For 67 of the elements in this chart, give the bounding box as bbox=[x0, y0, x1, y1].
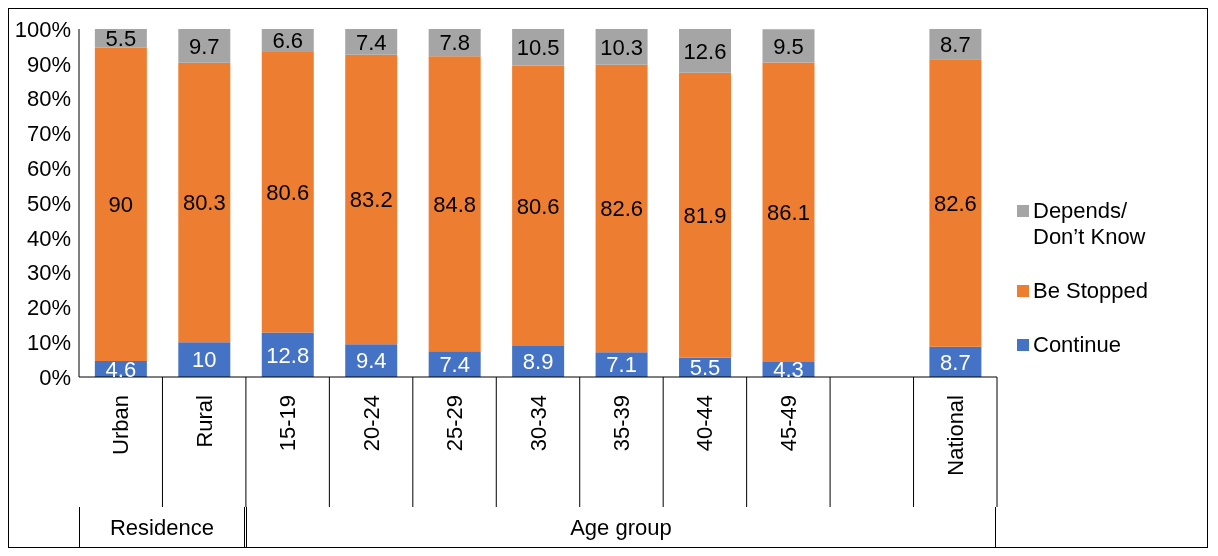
x-tick-label: Urban bbox=[108, 395, 134, 455]
data-label: 84.8 bbox=[433, 191, 477, 217]
y-tick-label: 90% bbox=[26, 51, 71, 77]
bar bbox=[178, 29, 231, 63]
data-label: 8.9 bbox=[522, 349, 554, 375]
y-tick-label: 30% bbox=[26, 260, 71, 286]
data-label: 9.5 bbox=[773, 33, 804, 59]
data-label: 4.6 bbox=[105, 356, 137, 382]
data-label: 4.3 bbox=[773, 357, 804, 383]
y-tick-label: 50% bbox=[26, 190, 71, 216]
bar bbox=[762, 62, 815, 363]
x-tick-label: National bbox=[942, 395, 968, 476]
legend-label: Be Stopped bbox=[1033, 278, 1149, 304]
text: Residence bbox=[79, 507, 245, 547]
x-tick-label: 15-19 bbox=[275, 395, 301, 452]
data-label: 80.6 bbox=[516, 193, 560, 219]
bar bbox=[679, 72, 732, 358]
data-label: 10.3 bbox=[600, 34, 643, 60]
bar bbox=[595, 64, 648, 353]
data-label: 7.4 bbox=[439, 351, 470, 377]
data-label: 6.6 bbox=[272, 28, 304, 54]
data-label: 10 bbox=[192, 347, 217, 373]
y-tick-label: 10% bbox=[26, 330, 71, 356]
data-label: 5.5 bbox=[105, 26, 137, 52]
bar bbox=[261, 51, 314, 333]
data-label: 7.4 bbox=[355, 29, 387, 55]
bar bbox=[428, 56, 481, 352]
x-tick-label: 40-44 bbox=[692, 395, 718, 452]
data-label: 9.7 bbox=[189, 33, 220, 59]
data-label: 9.4 bbox=[355, 348, 387, 374]
data-label: 8.7 bbox=[940, 349, 971, 375]
legend-label: Depends/ Don’t Know bbox=[1033, 198, 1147, 250]
bar bbox=[94, 47, 147, 361]
x-tick-label: 35-39 bbox=[608, 395, 634, 452]
y-tick-label: 0% bbox=[39, 364, 71, 390]
text: Age group bbox=[245, 507, 996, 547]
x-tick-label: 45-49 bbox=[775, 395, 801, 452]
data-label: 8.7 bbox=[940, 31, 971, 57]
data-label: 90 bbox=[108, 192, 134, 218]
data-label: 12.6 bbox=[683, 38, 727, 64]
x-tick-label: 30-34 bbox=[525, 395, 551, 452]
x-tick-label: 25-29 bbox=[442, 395, 468, 452]
data-label: 82.6 bbox=[600, 196, 643, 222]
y-tick-label: 100% bbox=[14, 16, 71, 42]
x-tick-label: Rural bbox=[191, 395, 217, 448]
data-label: 80.6 bbox=[266, 180, 310, 206]
data-label: 10.5 bbox=[516, 35, 560, 61]
y-tick-label: 40% bbox=[26, 225, 71, 251]
bar bbox=[929, 59, 982, 347]
bar bbox=[512, 65, 565, 347]
data-label: 5.5 bbox=[689, 355, 721, 381]
data-label: 7.1 bbox=[606, 352, 637, 378]
bar bbox=[178, 62, 231, 343]
data-label: 80.3 bbox=[182, 190, 226, 216]
data-label: 86.1 bbox=[767, 200, 810, 226]
x-tick-label: 20-24 bbox=[358, 395, 384, 452]
data-label: 82.6 bbox=[933, 190, 977, 216]
y-tick-label: 70% bbox=[26, 121, 71, 147]
bar bbox=[345, 54, 398, 345]
data-label: 81.9 bbox=[683, 203, 727, 229]
y-tick-label: 20% bbox=[26, 295, 71, 321]
data-label: 12.8 bbox=[266, 342, 310, 368]
data-label: 83.2 bbox=[349, 187, 393, 213]
y-tick-label: 80% bbox=[26, 86, 71, 112]
legend-label: Continue bbox=[1033, 332, 1123, 358]
y-tick-label: 60% bbox=[26, 156, 71, 182]
data-label: 7.8 bbox=[439, 30, 470, 56]
